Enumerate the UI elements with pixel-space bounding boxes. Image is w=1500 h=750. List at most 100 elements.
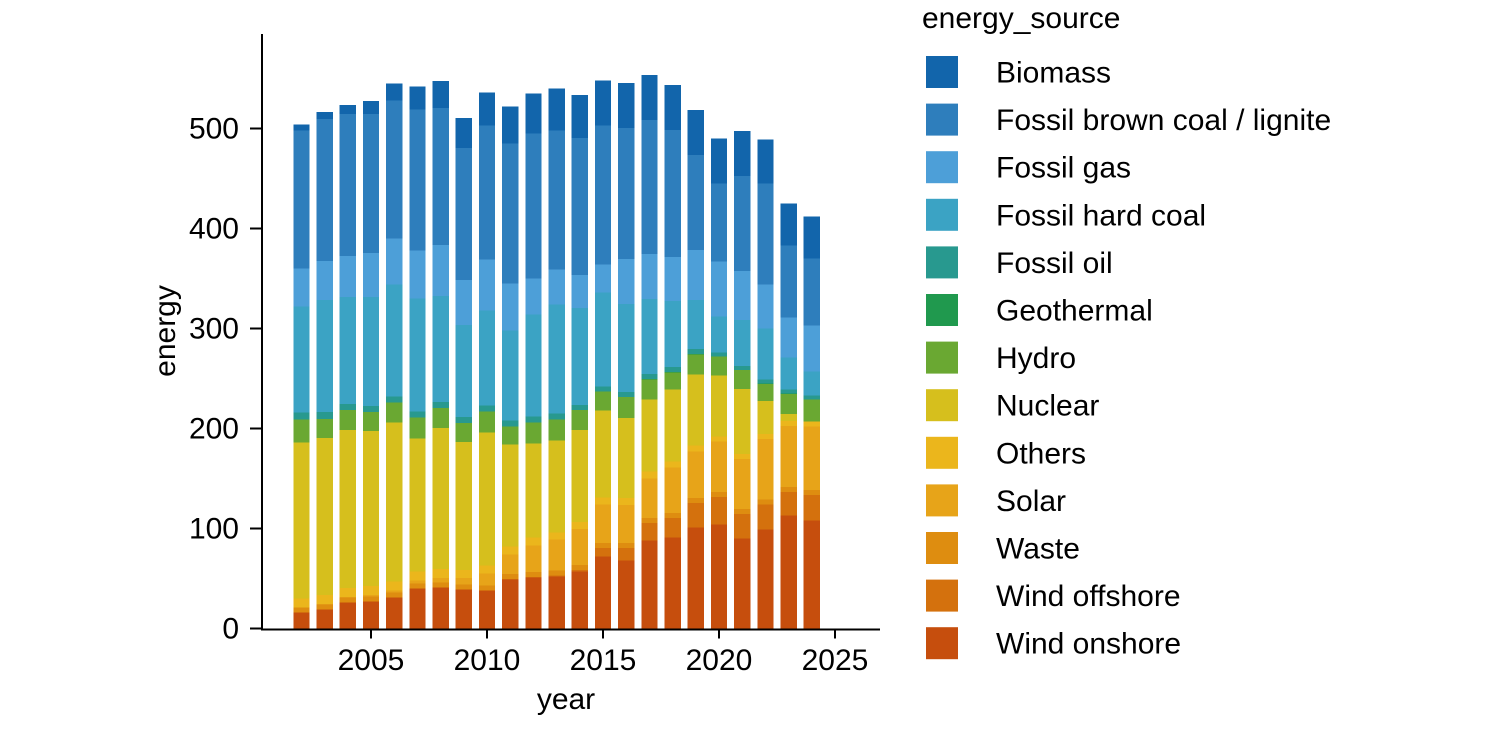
bar-segment-2009-fossil-brown-coal-lignite [455, 147, 472, 280]
bar-segment-2008-hydro [432, 408, 449, 429]
bar-segment-2023-nuclear [780, 413, 797, 421]
bar-segment-2004-waste [339, 597, 356, 603]
bar-segment-2016-hydro [618, 397, 635, 418]
bar-segment-2019-fossil-brown-coal-lignite [687, 155, 704, 251]
y-tick-label: 500 [189, 113, 239, 146]
bar-segment-2023-fossil-brown-coal-lignite [780, 245, 797, 318]
bar-segment-2004-others [339, 587, 356, 597]
bar-segment-2023-wind-onshore [780, 515, 797, 629]
bar-segment-2010-fossil-brown-coal-lignite [478, 125, 496, 260]
y-tick-label: 200 [189, 413, 239, 446]
bar-segment-2007-nuclear [409, 438, 426, 572]
bar-segment-2003-biomass [316, 112, 333, 120]
bar-segment-2011-wind-offshore [502, 578, 519, 580]
legend-label: Solar [996, 485, 1066, 518]
bar-segment-2010-others [478, 565, 496, 574]
bar-segment-2011-waste [502, 573, 519, 579]
bar-segment-2008-fossil-brown-coal-lignite [432, 108, 449, 246]
bar-segment-2016-waste [618, 543, 635, 549]
bar-segment-2024-solar [803, 426, 820, 490]
bar-segment-2008-others [432, 569, 449, 579]
bars-layer [293, 75, 820, 629]
bar-segment-2018-hydro [664, 372, 681, 390]
bar-segment-2019-biomass [687, 110, 704, 156]
bar-segment-2006-solar [386, 590, 403, 593]
legend-label: Nuclear [996, 390, 1099, 423]
bar-segment-2006-waste [386, 592, 403, 598]
x-tick-label: 2015 [570, 644, 637, 677]
bar-segment-2012-nuclear [525, 443, 542, 538]
bar-segment-2008-nuclear [432, 428, 449, 570]
bar-segment-2022-fossil-brown-coal-lignite [757, 183, 774, 285]
bar-segment-2007-hydro [409, 417, 426, 439]
legend-label: Fossil brown coal / lignite [996, 104, 1331, 137]
bar-segment-2002-fossil-hard-coal [293, 306, 310, 413]
bar-segment-2005-others [362, 586, 380, 596]
bar-segment-2007-fossil-gas [409, 250, 426, 299]
bar-segment-2014-biomass [571, 94, 588, 138]
bar-segment-2004-fossil-gas [339, 255, 356, 297]
bar-segment-2017-waste [641, 517, 658, 523]
bar-segment-2002-fossil-oil [293, 412, 310, 420]
bar-segment-2011-biomass [502, 106, 519, 144]
bar-segment-2013-biomass [548, 88, 565, 131]
legend-swatch-waste [926, 532, 958, 564]
bar-segment-2011-others [502, 546, 519, 555]
bar-segment-2019-nuclear [687, 374, 704, 446]
bar-segment-2006-nuclear [386, 422, 403, 582]
bar-segment-2017-others [641, 471, 658, 479]
bar-segment-2006-others [386, 581, 403, 591]
bar-segment-2006-hydro [386, 402, 403, 423]
bar-segment-2011-hydro [502, 426, 519, 445]
bar-segment-2004-hydro [339, 409, 356, 430]
bar-segment-2018-wind-onshore [664, 537, 681, 629]
bar-segment-2015-wind-onshore [594, 556, 612, 629]
bar-segment-2022-wind-offshore [757, 504, 774, 530]
bar-segment-2012-fossil-oil [525, 416, 542, 423]
legend-swatch-fossil-brown-coal-lignite [926, 103, 958, 136]
bar-segment-2002-fossil-gas [293, 268, 310, 307]
bar-segment-2014-fossil-brown-coal-lignite [571, 137, 588, 275]
bar-segment-2024-wind-onshore [803, 520, 820, 629]
bar-segment-2021-waste [734, 509, 751, 515]
bar-segment-2016-biomass [618, 82, 635, 128]
bar-segment-2007-wind-onshore [409, 588, 426, 629]
bar-segment-2017-wind-offshore [641, 522, 658, 541]
bar-segment-2015-biomass [594, 80, 612, 126]
bar-segment-2013-fossil-brown-coal-lignite [548, 130, 565, 270]
bar-segment-2021-wind-offshore [734, 514, 751, 539]
bar-segment-2009-solar [455, 577, 472, 585]
bar-segment-2012-biomass [525, 93, 542, 134]
bar-segment-2024-others [803, 421, 820, 427]
bar-segment-2023-fossil-oil [780, 389, 797, 394]
bar-segment-2007-fossil-brown-coal-lignite [409, 109, 426, 251]
bar-segment-2009-nuclear [455, 441, 472, 570]
bar-segment-2016-fossil-hard-coal [618, 303, 635, 392]
bar-segment-2007-fossil-hard-coal [409, 298, 426, 412]
bar-segment-2020-solar [710, 441, 728, 493]
bar-segment-2004-nuclear [339, 429, 356, 588]
legend-swatch-nuclear [926, 389, 958, 422]
bar-segment-2015-others [594, 497, 612, 505]
legend-item-biomass: Biomass [926, 56, 1111, 90]
bar-segment-2014-fossil-oil [571, 404, 588, 410]
x-tick-label: 2025 [802, 644, 869, 677]
bar-segment-2013-others [548, 532, 565, 540]
bar-segment-2023-others [780, 420, 797, 426]
bar-segment-2013-waste [548, 570, 565, 576]
bar-segment-2022-waste [757, 499, 774, 505]
legend-swatch-others [926, 436, 958, 469]
bar-segment-2017-biomass [641, 75, 658, 121]
legend-swatch-fossil-hard-coal [926, 198, 958, 231]
x-axis-title: year [537, 683, 595, 716]
bar-segment-2021-fossil-hard-coal [734, 319, 751, 366]
legend-swatch-wind-offshore [926, 579, 958, 612]
bar-segment-2023-fossil-hard-coal [780, 357, 797, 390]
x-tick-label: 2010 [454, 644, 521, 677]
bar-segment-2010-biomass [478, 92, 496, 126]
legend-label: Geothermal [996, 295, 1153, 328]
bar-segment-2003-waste [316, 604, 333, 610]
bar-segment-2008-fossil-gas [432, 245, 449, 297]
bar-segment-2019-fossil-gas [687, 250, 704, 301]
bar-segment-2017-solar [641, 478, 658, 518]
